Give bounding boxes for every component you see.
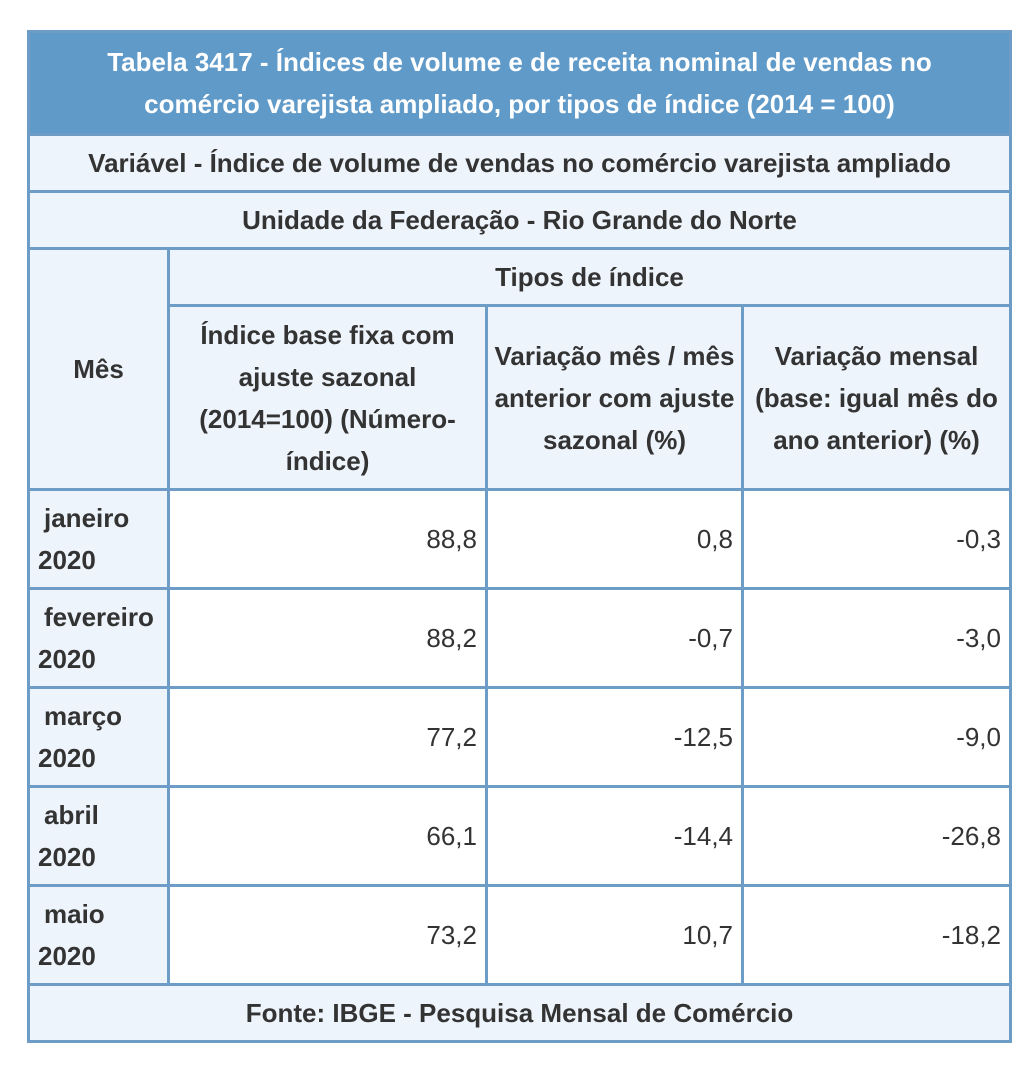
variable-label: Variável - Índice de volume de vendas no… bbox=[27, 133, 1012, 193]
row-header: maio 2020 bbox=[27, 884, 170, 986]
column-header-month-variation: Variação mês / mês anterior com ajuste s… bbox=[485, 304, 744, 491]
month-column-header: Mês bbox=[27, 247, 170, 491]
cell-fixed-index: 73,2 bbox=[167, 884, 488, 986]
column-header-yearly-variation: Variação mensal (base: igual mês do ano … bbox=[741, 304, 1012, 491]
table-row: março 2020 77,2 -12,5 -9,0 bbox=[27, 686, 1012, 788]
table-row: fevereiro 2020 88,2 -0,7 -3,0 bbox=[27, 587, 1012, 689]
row-month: maio bbox=[44, 899, 105, 929]
row-year: 2020 bbox=[38, 941, 96, 971]
index-types-header: Tipos de índice bbox=[167, 247, 1012, 307]
table-row: janeiro 2020 88,8 0,8 -0,3 bbox=[27, 488, 1012, 590]
cell-fixed-index: 77,2 bbox=[167, 686, 488, 788]
cell-month-variation: -12,5 bbox=[485, 686, 744, 788]
cell-yearly-variation: -18,2 bbox=[741, 884, 1012, 986]
row-year: 2020 bbox=[38, 545, 96, 575]
cell-yearly-variation: -26,8 bbox=[741, 785, 1012, 887]
table-row: maio 2020 73,2 10,7 -18,2 bbox=[27, 884, 1012, 986]
data-table-container: Tabela 3417 - Índices de volume e de rec… bbox=[27, 30, 1012, 1043]
cell-month-variation: 0,8 bbox=[485, 488, 744, 590]
cell-fixed-index: 66,1 bbox=[167, 785, 488, 887]
cell-yearly-variation: -3,0 bbox=[741, 587, 1012, 689]
row-month: abril bbox=[44, 800, 99, 830]
column-header-fixed-index: Índice base fixa com ajuste sazonal (201… bbox=[167, 304, 488, 491]
cell-fixed-index: 88,2 bbox=[167, 587, 488, 689]
source-footer: Fonte: IBGE - Pesquisa Mensal de Comérci… bbox=[27, 983, 1012, 1043]
cell-month-variation: 10,7 bbox=[485, 884, 744, 986]
cell-yearly-variation: -9,0 bbox=[741, 686, 1012, 788]
cell-fixed-index: 88,8 bbox=[167, 488, 488, 590]
row-year: 2020 bbox=[38, 842, 96, 872]
row-month: fevereiro bbox=[44, 602, 154, 632]
cell-month-variation: -0,7 bbox=[485, 587, 744, 689]
cell-yearly-variation: -0,3 bbox=[741, 488, 1012, 590]
row-header: fevereiro 2020 bbox=[27, 587, 170, 689]
row-year: 2020 bbox=[38, 743, 96, 773]
table-title: Tabela 3417 - Índices de volume e de rec… bbox=[27, 30, 1012, 136]
data-table: Tabela 3417 - Índices de volume e de rec… bbox=[27, 30, 1012, 1043]
unit-label: Unidade da Federação - Rio Grande do Nor… bbox=[27, 190, 1012, 250]
row-month: janeiro bbox=[44, 503, 130, 533]
row-header: janeiro 2020 bbox=[27, 488, 170, 590]
row-header: abril 2020 bbox=[27, 785, 170, 887]
row-header: março 2020 bbox=[27, 686, 170, 788]
cell-month-variation: -14,4 bbox=[485, 785, 744, 887]
row-month: março bbox=[44, 701, 123, 731]
row-year: 2020 bbox=[38, 644, 96, 674]
table-row: abril 2020 66,1 -14,4 -26,8 bbox=[27, 785, 1012, 887]
